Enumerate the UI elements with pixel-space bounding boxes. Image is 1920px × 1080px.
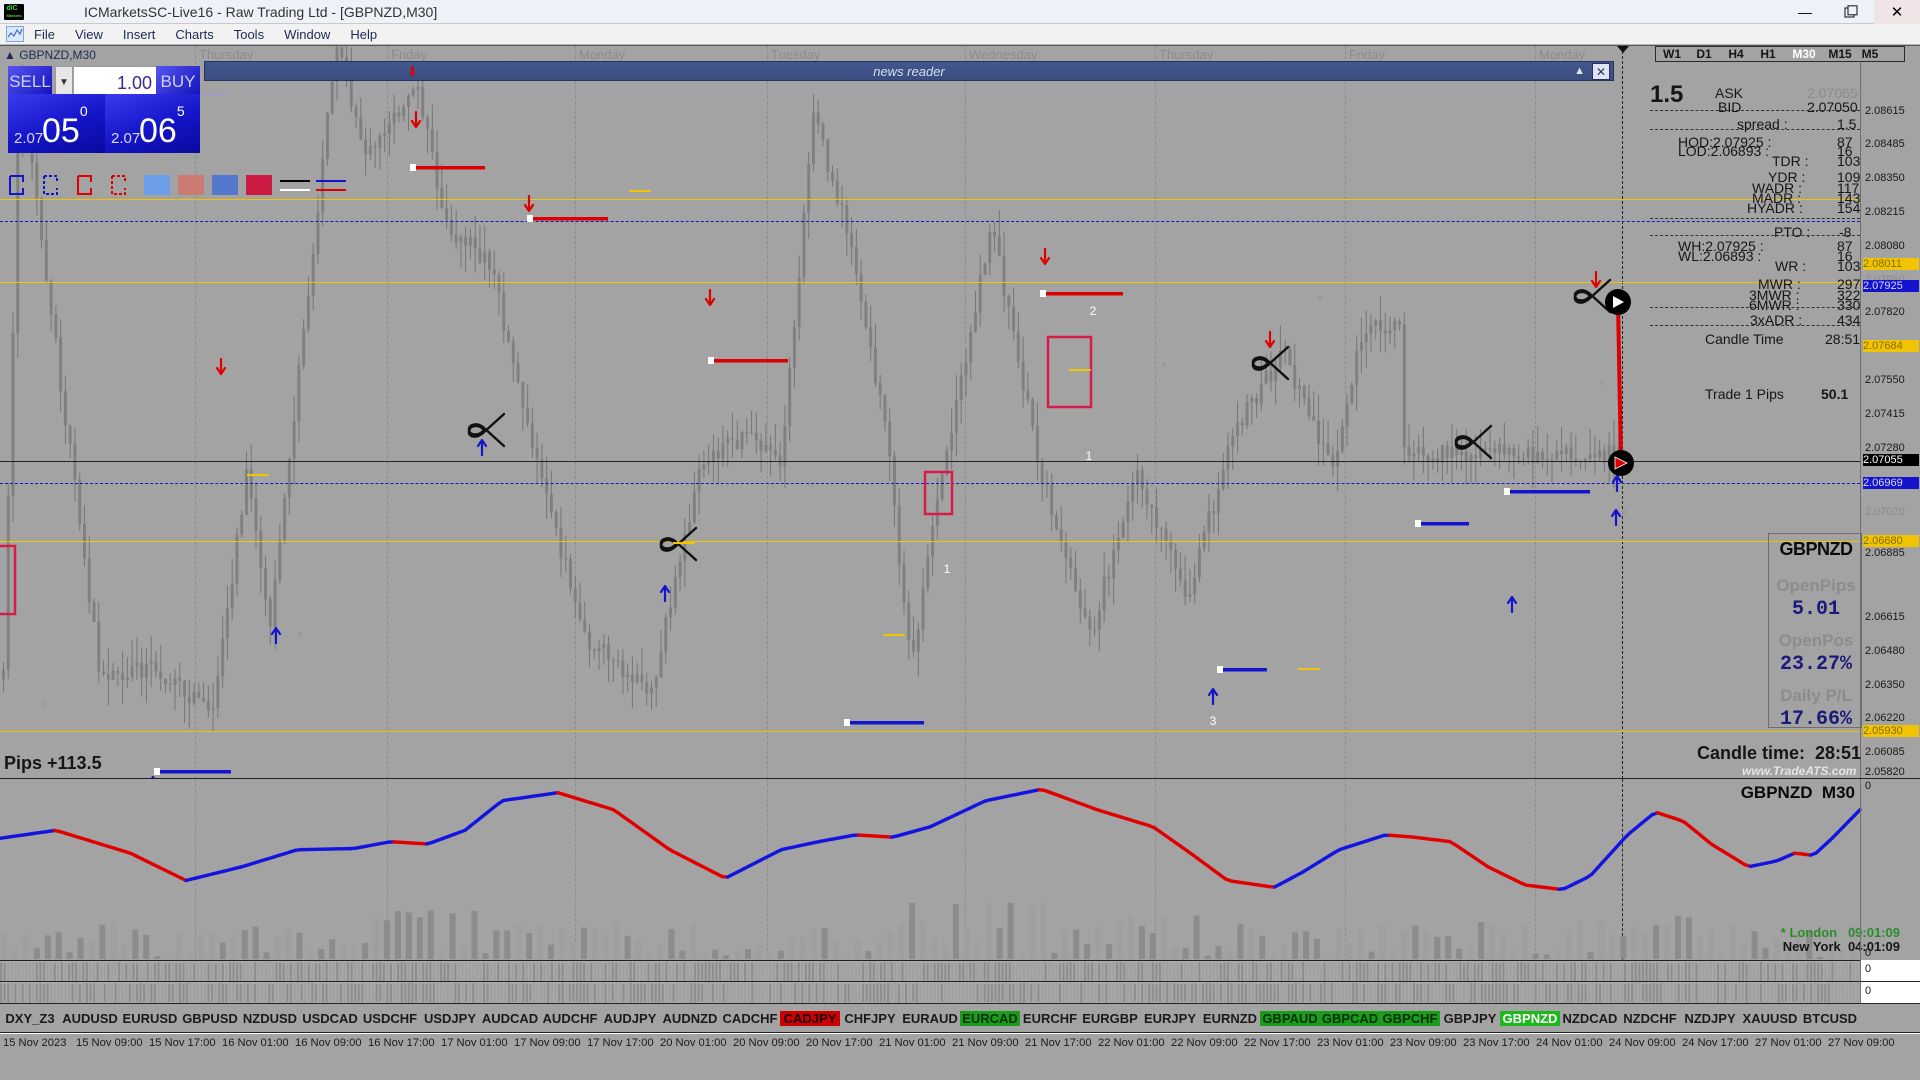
svg-text:1: 1 xyxy=(944,562,951,576)
svg-text:1: 1 xyxy=(1086,449,1093,463)
svg-text:3: 3 xyxy=(1210,714,1217,728)
svg-text:2: 2 xyxy=(1090,304,1097,318)
